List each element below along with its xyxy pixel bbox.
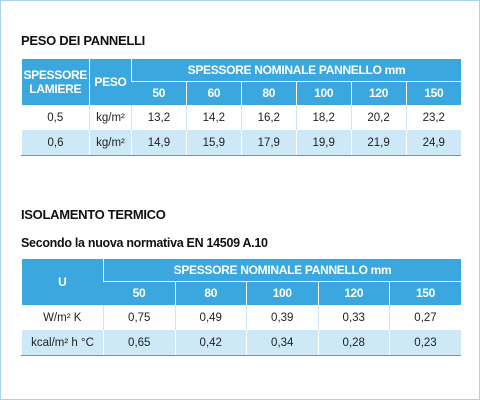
- subheader-row: 50 60 80 100 120 150: [22, 80, 461, 105]
- data-cell: 15,9: [185, 130, 242, 156]
- weight-table: SPESSORE LAMIERE PESO SPESSORE NOMINALE PA…: [21, 59, 461, 156]
- data-cell: 0,33: [317, 305, 390, 330]
- data-cell: 0,28: [317, 330, 390, 356]
- data-cell: 19,9: [295, 130, 352, 156]
- thickness-header: 100: [246, 280, 318, 305]
- header-cell: SPESSORE LAMIERE: [21, 59, 90, 105]
- data-cell: kg/m²: [89, 130, 132, 156]
- thickness-header: 150: [405, 80, 461, 105]
- data-cell: 0,6: [21, 130, 90, 156]
- data-cell: 0,49: [174, 305, 247, 330]
- data-cell: 17,9: [240, 130, 297, 156]
- data-cell: kg/m²: [89, 105, 132, 130]
- data-cell: 13,2: [131, 105, 187, 130]
- data-cell: 0,42: [174, 330, 247, 356]
- thickness-header: 50: [103, 280, 175, 305]
- data-cell: 18,2: [295, 105, 352, 130]
- section-title: PESO DEI PANNELLI: [21, 33, 145, 48]
- data-cell: 16,2: [240, 105, 297, 130]
- thickness-header: 120: [350, 80, 407, 105]
- data-cell: 0,39: [246, 305, 318, 330]
- data-cell: 0,27: [389, 305, 461, 330]
- header-group: SPESSORE NOMINALE PANNELLO mm: [131, 59, 461, 81]
- section-subtitle: Secondo la nuova normativa EN 14509 A.10: [21, 236, 268, 250]
- insulation-table: U SPESSORE NOMINALE PANNELLO mm 50 80 100 120…: [21, 259, 461, 356]
- header-cell: U: [21, 259, 104, 305]
- data-cell: 0,75: [103, 305, 175, 330]
- data-row: W/m² K 0,75 0,49 0,39 0,33 0,27: [22, 305, 461, 330]
- thickness-header: 80: [174, 280, 247, 305]
- data-cell: 14,2: [185, 105, 242, 130]
- data-row: kcal/m² h °C 0,65 0,42 0,34 0,28 0,23: [21, 330, 461, 356]
- header-group: SPESSORE NOMINALE PANNELLO mm: [103, 259, 461, 281]
- data-cell: 21,9: [350, 130, 407, 156]
- thickness-header: 120: [317, 280, 390, 305]
- data-cell: 24,9: [405, 130, 461, 156]
- data-cell: 0,5: [47, 111, 64, 124]
- data-cell: 0,23: [389, 330, 461, 356]
- header-cell: PESO: [89, 59, 132, 105]
- thickness-header: 50: [131, 80, 187, 105]
- data-cell: 23,2: [405, 105, 461, 130]
- thickness-header: 150: [389, 280, 461, 305]
- header-row: SPESSORE LAMIERE PESO SPESSORE NOMINALE PA…: [21, 59, 461, 105]
- data-cell: W/m² K: [43, 311, 82, 324]
- thickness-header: 80: [240, 80, 297, 105]
- data-row: 0,6 kg/m² 14,9 15,9 17,9 19,9 21,9 24,9: [21, 130, 461, 156]
- subheader-row: 50 80 100 120 150: [22, 280, 461, 305]
- thickness-header: 100: [295, 80, 352, 105]
- data-cell: kcal/m² h °C: [21, 330, 104, 356]
- section-title: ISOLAMENTO TERMICO: [21, 207, 166, 222]
- data-cell: 0,34: [246, 330, 318, 356]
- data-row: 0,5 kg/m² 13,2 14,2 16,2 18,2 20,2 23,2: [22, 105, 461, 130]
- data-cell: 20,2: [350, 105, 407, 130]
- thickness-header: 60: [185, 80, 242, 105]
- data-cell: 14,9: [131, 130, 187, 156]
- data-cell: 0,65: [103, 330, 175, 356]
- header-row: U SPESSORE NOMINALE PANNELLO mm: [21, 259, 461, 305]
